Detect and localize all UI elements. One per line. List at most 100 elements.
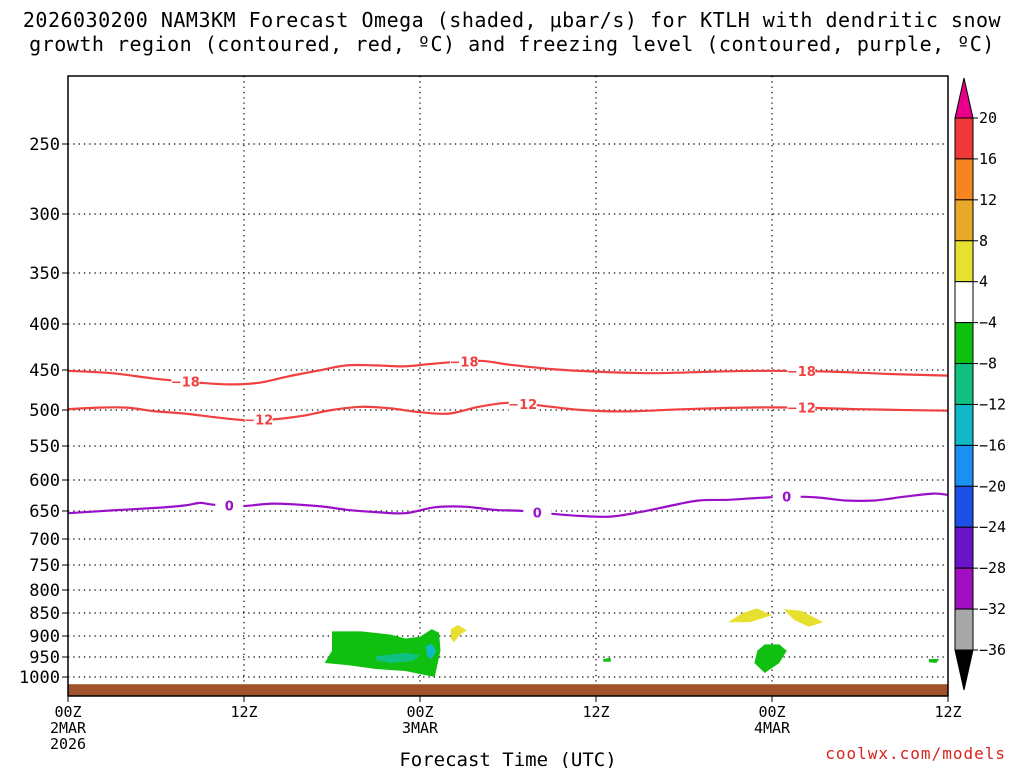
y-tick-label: 800 xyxy=(29,581,60,601)
colorbar-label: −4 xyxy=(979,314,997,332)
plot-background xyxy=(68,76,948,696)
credit-text: coolwx.com/models xyxy=(825,744,1006,763)
omega-region xyxy=(425,643,437,659)
omega-region xyxy=(603,657,611,662)
contour-label: −12 xyxy=(787,402,816,417)
y-axis: 250 300 350 400 450 500 550 600 650 700 750 800 850 9… xyxy=(19,135,68,688)
omega-shading xyxy=(324,608,940,677)
contour-line xyxy=(67,492,949,518)
contour-label-bg xyxy=(772,489,801,504)
omega-region xyxy=(928,659,940,663)
x-tick-date: 3MAR xyxy=(402,719,439,737)
colorbar-segment xyxy=(954,403,974,446)
colorbar-label: 16 xyxy=(979,150,997,168)
contour-label-bg xyxy=(508,397,537,411)
y-tick-label: 300 xyxy=(29,205,60,225)
contour-label-bg xyxy=(450,354,478,369)
colorbar-bottom-arrow xyxy=(954,649,974,691)
y-tick-label: 750 xyxy=(29,556,60,576)
colorbar-label: −24 xyxy=(979,518,1006,536)
contour-label-bg xyxy=(523,505,552,520)
x-tick-label: 12Z xyxy=(582,703,609,721)
y-tick-label: 450 xyxy=(29,361,60,381)
contour-label: −12 xyxy=(508,398,537,413)
x-tick-label: 12Z xyxy=(230,703,257,721)
contour-label-bg xyxy=(787,364,816,379)
y-tick-label: 950 xyxy=(29,648,60,668)
contours: −18 −18 −18 −12 −12 −12 0 0 0 xyxy=(67,354,949,521)
x-tick-date: 4MAR xyxy=(754,719,791,737)
omega-region xyxy=(783,609,824,627)
colorbar-segment xyxy=(954,485,974,528)
colorbar-label: −8 xyxy=(979,355,997,373)
colorbar-segment xyxy=(954,281,974,324)
colorbar: 20 16 12 8 4 −4 −8 −12 −16 −20 −24 −28 −32 −36 xyxy=(954,77,1006,691)
colorbar-label: −36 xyxy=(979,641,1006,659)
omega-region xyxy=(376,652,420,663)
contour-label-bg xyxy=(215,498,244,513)
colorbar-segment xyxy=(954,444,974,487)
x-axis-label: Forecast Time (UTC) xyxy=(399,749,616,768)
colorbar-label: −32 xyxy=(979,600,1006,618)
y-tick-label: 500 xyxy=(29,401,60,421)
x-tick-label: 00Z xyxy=(758,703,785,721)
contour-label-bg xyxy=(244,412,273,427)
colorbar-segment xyxy=(954,199,974,242)
colorbar-segment xyxy=(954,567,974,610)
contour-label-bg xyxy=(787,400,816,415)
colorbar-top-arrow xyxy=(954,77,974,119)
colorbar-segment xyxy=(954,240,974,283)
colorbar-segment xyxy=(954,526,974,569)
contour-label: −18 xyxy=(171,375,200,390)
colorbar-segment xyxy=(954,117,974,160)
contour-label: −18 xyxy=(450,356,479,371)
x-tick-label: 00Z xyxy=(406,703,433,721)
contour-label: −12 xyxy=(244,414,273,429)
colorbar-label: 8 xyxy=(979,232,988,250)
chart-title-line-2: growth region (contoured, red, ºC) and f… xyxy=(29,32,995,56)
contour-label: 0 xyxy=(782,491,791,506)
contour-label: 0 xyxy=(533,506,542,521)
contour-line xyxy=(67,359,949,386)
colorbar-label: 4 xyxy=(979,273,988,291)
x-tick-label: 12Z xyxy=(934,703,961,721)
colorbar-segment xyxy=(954,363,974,405)
plot-frame xyxy=(67,75,949,697)
omega-region xyxy=(754,644,787,673)
y-tick-label: 400 xyxy=(29,315,60,335)
x-tick-date: 2MAR xyxy=(50,719,87,737)
frame-rect xyxy=(67,75,949,697)
colorbar-label: −20 xyxy=(979,477,1006,495)
colorbar-label: 20 xyxy=(979,109,997,127)
colorbar-label: 12 xyxy=(979,191,997,209)
y-tick-label: 600 xyxy=(29,471,60,491)
y-tick-label: 700 xyxy=(29,530,60,550)
y-tick-label: 850 xyxy=(29,604,60,624)
contour-line xyxy=(67,401,949,422)
x-tick-label: 00Z xyxy=(54,703,81,721)
colorbar-label: −16 xyxy=(979,436,1006,454)
omega-region xyxy=(450,625,467,643)
contour-label: −18 xyxy=(787,365,816,380)
colorbar-label: −28 xyxy=(979,559,1006,577)
y-tick-label: 550 xyxy=(29,437,60,457)
colorbar-label: −12 xyxy=(979,395,1006,413)
terrain-bar xyxy=(68,684,948,696)
omega-region xyxy=(324,629,441,677)
y-tick-label: 900 xyxy=(29,627,60,647)
y-tick-label: 350 xyxy=(29,264,60,284)
colorbar-segment xyxy=(954,608,974,651)
chart-title-line-1: 2026030200 NAM3KM Forecast Omega (shaded… xyxy=(22,8,1002,32)
contour-label: 0 xyxy=(225,499,234,514)
y-tick-label: 250 xyxy=(29,135,60,155)
terrain-fill xyxy=(68,684,948,696)
contour-label-bg xyxy=(171,374,200,389)
omega-region xyxy=(728,608,772,623)
plot-area xyxy=(68,76,948,696)
colorbar-segment xyxy=(954,158,974,201)
colorbar-segment xyxy=(954,322,974,365)
y-tick-label: 1000 xyxy=(19,668,60,688)
x-tick-year: 2026 xyxy=(50,735,86,753)
